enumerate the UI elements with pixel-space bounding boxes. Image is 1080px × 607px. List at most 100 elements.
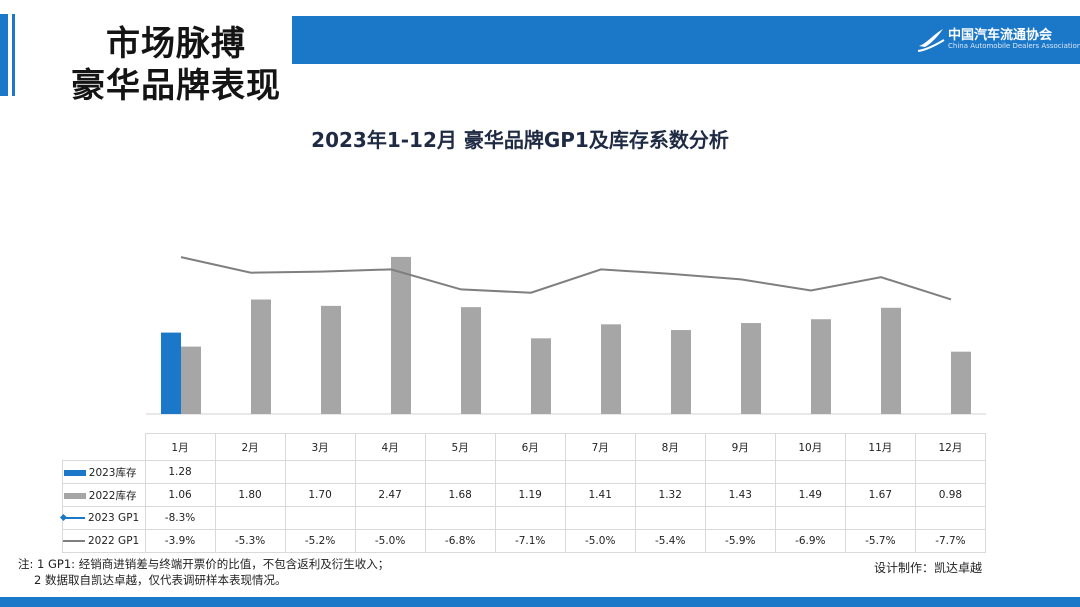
tick-label-2: 2月 [214, 433, 286, 461]
logo-english-name: China Automobile Dealers Association [948, 42, 1080, 50]
left-accent-strip [0, 14, 8, 96]
tick-label-11: 11月 [844, 433, 916, 461]
data-label-2023-gp1-3 [284, 506, 356, 530]
table-row-2023-inventory: 2023库存 1.28 [62, 460, 987, 484]
data-label-2022-gp1-10: -6.9% [774, 529, 846, 553]
tick-label-6: 6月 [494, 433, 566, 461]
bar-2022-inventory-8 [671, 330, 691, 414]
data-label-2023-gp1-12 [914, 506, 987, 530]
table-header-row: 1月 2月 3月 4月 5月 6月 7月 8月 9月 10月 11月 12月 [62, 433, 987, 461]
bar-2022-inventory-6 [531, 338, 551, 414]
chart-title: 2023年1-12月 豪华品牌GP1及库存系数分析 [311, 128, 729, 152]
data-label-2023-inventory-5 [424, 460, 496, 484]
data-label-2022-gp1-1: -3.9% [144, 529, 216, 553]
bar-2022-inventory-4 [391, 256, 411, 414]
data-label-2023-inventory-11 [844, 460, 916, 484]
bar-2022-inventory-7 [601, 324, 621, 414]
data-label-2022-inventory-5: 1.68 [424, 483, 496, 507]
line-2022-gp1 [180, 256, 952, 301]
bar-2022-inventory-12 [951, 351, 971, 414]
bar-2023-inventory-1 [161, 332, 181, 414]
header-bar: 中国汽车流通协会 China Automobile Dealers Associ… [292, 16, 1080, 64]
table-corner-cell [62, 433, 146, 461]
data-label-2022-inventory-1: 1.06 [144, 483, 216, 507]
legend-2022-gp1: 2022 GP1 [62, 529, 146, 553]
bar-2022-inventory-9 [741, 323, 761, 414]
data-label-2022-inventory-6: 1.19 [494, 483, 566, 507]
data-label-2022-gp1-12: -7.7% [914, 529, 987, 553]
chart-plot-area [146, 256, 986, 415]
data-label-2023-gp1-11 [844, 506, 916, 530]
legend-label-2023-gp1: 2023 GP1 [88, 512, 140, 524]
data-label-2023-inventory-6 [494, 460, 566, 484]
chart-data-table: 1月 2月 3月 4月 5月 6月 7月 8月 9月 10月 11月 12月 2023库存 1.28 … [62, 433, 987, 553]
legend-label-2022-gp1: 2022 GP1 [88, 535, 140, 547]
legend-swatch-2022-gp1 [63, 540, 85, 542]
legend-2022-inventory: 2022库存 [62, 483, 146, 507]
page-title: 市场脉搏 豪华品牌表现 [56, 14, 296, 106]
data-label-2022-gp1-7: -5.0% [564, 529, 636, 553]
data-label-2023-inventory-12 [914, 460, 987, 484]
legend-label-2022-inventory: 2022库存 [88, 489, 137, 502]
data-label-2023-inventory-9 [704, 460, 776, 484]
data-label-2022-inventory-8: 1.32 [634, 483, 706, 507]
tick-label-12: 12月 [914, 433, 987, 461]
data-label-2023-gp1-9 [704, 506, 776, 530]
cada-logo-icon [917, 29, 945, 52]
footnote-line2: 2 数据取自凯达卓越，仅代表调研样本表现情况。 [34, 573, 287, 587]
data-label-2023-inventory-3 [284, 460, 356, 484]
bar-2022-inventory-11 [881, 307, 901, 414]
tick-label-3: 3月 [284, 433, 356, 461]
legend-2023-inventory: 2023库存 [62, 460, 146, 484]
bar-2022-inventory-3 [321, 305, 341, 414]
bar-2022-inventory-10 [811, 319, 831, 414]
data-label-2022-inventory-11: 1.67 [844, 483, 916, 507]
table-row-2022-gp1: 2022 GP1 -3.9% -5.3% -5.2% -5.0% -6.8% -7.1% -… [62, 529, 987, 553]
data-label-2023-inventory-8 [634, 460, 706, 484]
legend-swatch-2023-inventory [63, 469, 86, 476]
bar-2022-inventory-5 [461, 307, 481, 414]
data-label-2023-gp1-10 [774, 506, 846, 530]
data-label-2022-inventory-12: 0.98 [914, 483, 987, 507]
tick-label-8: 8月 [634, 433, 706, 461]
design-credit: 设计制作：凯达卓越 [874, 561, 983, 575]
data-label-2023-inventory-1: 1.28 [144, 460, 216, 484]
data-label-2023-gp1-6 [494, 506, 566, 530]
left-accent-line [12, 14, 15, 96]
data-label-2023-gp1-2 [214, 506, 286, 530]
data-label-2022-gp1-2: -5.3% [214, 529, 286, 553]
footer-bar [0, 597, 1080, 607]
tick-label-5: 5月 [424, 433, 496, 461]
data-label-2022-inventory-7: 1.41 [564, 483, 636, 507]
tick-label-1: 1月 [144, 433, 216, 461]
data-label-2022-gp1-9: -5.9% [704, 529, 776, 553]
legend-label-2023-inventory: 2023库存 [88, 466, 137, 479]
cada-logo: 中国汽车流通协会 China Automobile Dealers Associ… [916, 24, 1080, 56]
data-label-2022-inventory-9: 1.43 [704, 483, 776, 507]
tick-label-7: 7月 [564, 433, 636, 461]
data-label-2023-gp1-8 [634, 506, 706, 530]
tick-label-10: 10月 [774, 433, 846, 461]
data-label-2022-inventory-10: 1.49 [774, 483, 846, 507]
page-title-line1: 市场脉搏 [106, 24, 246, 64]
data-label-2022-inventory-4: 2.47 [354, 483, 426, 507]
legend-swatch-2022-inventory [63, 492, 86, 499]
tick-label-4: 4月 [354, 433, 426, 461]
data-label-2022-inventory-3: 1.70 [284, 483, 356, 507]
data-label-2022-gp1-6: -7.1% [494, 529, 566, 553]
data-label-2023-inventory-4 [354, 460, 426, 484]
data-label-2022-gp1-3: -5.2% [284, 529, 356, 553]
data-label-2022-gp1-4: -5.0% [354, 529, 426, 553]
page-title-line2: 豪华品牌表现 [71, 66, 281, 106]
data-label-2022-gp1-11: -5.7% [844, 529, 916, 553]
footnote-line1: 注: 1 GP1: 经销商进销差与终端开票价的比值，不包含返利及衍生收入； [18, 557, 390, 571]
bar-2022-inventory-1 [181, 346, 201, 414]
data-label-2023-gp1-4 [354, 506, 426, 530]
legend-2023-gp1: 2023 GP1 [62, 506, 146, 530]
data-label-2023-gp1-1: -8.3% [144, 506, 216, 530]
legend-swatch-2023-gp1 [63, 517, 85, 519]
data-label-2023-inventory-10 [774, 460, 846, 484]
logo-chinese-name: 中国汽车流通协会 [948, 28, 1053, 43]
data-label-2022-inventory-2: 1.80 [214, 483, 286, 507]
table-row-2023-gp1: 2023 GP1 -8.3% [62, 506, 987, 530]
